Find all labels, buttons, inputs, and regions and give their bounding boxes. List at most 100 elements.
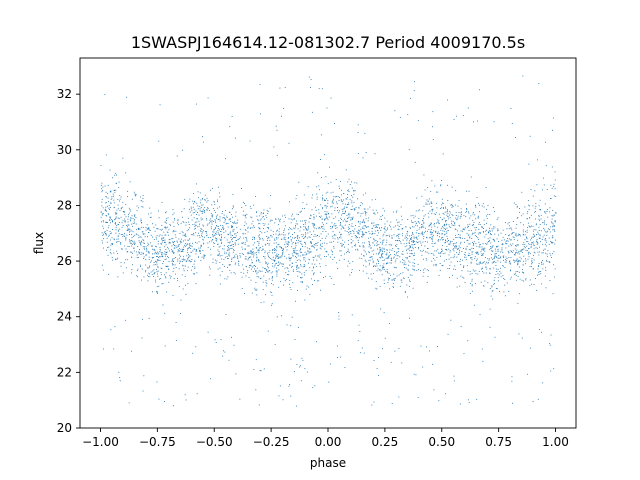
- data-point: [322, 197, 324, 199]
- data-point: [110, 198, 112, 200]
- data-point: [294, 228, 296, 230]
- data-point: [424, 245, 426, 247]
- data-point: [457, 253, 459, 255]
- data-point: [271, 258, 273, 260]
- data-point: [256, 276, 258, 278]
- data-point: [442, 236, 444, 238]
- data-point: [297, 275, 299, 277]
- data-point: [153, 273, 155, 275]
- data-point: [238, 261, 240, 262]
- data-point: [174, 264, 176, 266]
- data-point: [118, 181, 120, 183]
- data-point: [120, 262, 122, 264]
- data-point: [115, 258, 116, 260]
- data-point: [379, 256, 381, 258]
- data-point: [102, 235, 104, 237]
- data-point: [332, 231, 334, 233]
- data-point: [257, 249, 259, 251]
- data-point: [464, 241, 465, 243]
- data-point: [308, 258, 310, 260]
- data-point: [441, 218, 443, 220]
- data-point: [141, 222, 143, 223]
- y-tick-label: 20: [57, 421, 72, 435]
- data-point: [265, 294, 267, 296]
- data-point: [320, 248, 322, 250]
- data-point: [267, 211, 269, 212]
- data-point: [515, 227, 517, 229]
- data-point: [219, 196, 221, 198]
- data-point: [502, 236, 504, 238]
- data-point: [524, 234, 526, 236]
- data-point: [432, 253, 434, 255]
- data-point: [244, 215, 246, 217]
- data-point: [133, 250, 135, 252]
- data-point: [300, 243, 302, 245]
- data-point: [543, 177, 545, 179]
- data-point: [413, 265, 415, 267]
- data-point: [298, 213, 300, 215]
- data-point: [393, 226, 395, 228]
- data-point: [454, 245, 456, 247]
- data-point: [485, 234, 487, 236]
- data-point: [431, 126, 433, 128]
- data-point: [101, 188, 103, 190]
- data-point: [169, 239, 171, 241]
- data-point: [268, 237, 270, 239]
- data-point: [500, 261, 502, 263]
- data-point: [258, 234, 260, 236]
- data-point: [538, 83, 540, 84]
- data-point: [553, 229, 555, 231]
- data-point: [398, 228, 400, 230]
- data-point: [108, 200, 110, 202]
- data-point: [199, 252, 201, 254]
- data-point: [172, 260, 174, 262]
- data-point: [489, 268, 491, 270]
- data-point: [295, 253, 297, 255]
- data-point: [314, 255, 316, 257]
- data-point: [377, 263, 379, 264]
- data-point: [140, 244, 142, 246]
- data-point: [331, 251, 333, 253]
- data-point: [161, 253, 162, 255]
- data-point: [155, 269, 157, 271]
- data-point: [296, 268, 298, 270]
- data-point: [345, 169, 347, 171]
- data-point: [201, 235, 203, 237]
- data-point: [194, 211, 196, 213]
- data-point: [188, 238, 190, 240]
- data-point: [418, 248, 420, 250]
- data-point: [443, 208, 445, 209]
- data-point: [456, 237, 458, 238]
- data-point: [400, 224, 402, 226]
- data-point: [227, 226, 229, 228]
- data-point: [200, 211, 202, 212]
- data-point: [101, 240, 103, 242]
- data-point: [106, 230, 108, 231]
- data-point: [128, 402, 130, 404]
- data-point: [238, 264, 240, 266]
- data-point: [227, 258, 229, 259]
- data-point: [393, 251, 395, 252]
- data-point: [324, 218, 326, 220]
- data-point: [320, 289, 321, 291]
- data-point: [300, 264, 302, 266]
- data-point: [456, 248, 458, 250]
- data-point: [515, 279, 517, 281]
- data-point: [228, 359, 230, 361]
- data-point: [487, 258, 489, 260]
- data-point: [425, 204, 427, 205]
- data-point: [539, 209, 541, 210]
- data-point: [476, 253, 477, 255]
- data-point: [275, 255, 277, 256]
- data-point: [465, 211, 467, 213]
- data-point: [178, 238, 180, 240]
- data-point: [514, 248, 516, 250]
- data-point: [199, 192, 201, 194]
- data-point: [538, 272, 540, 273]
- data-point: [415, 222, 417, 224]
- data-point: [207, 97, 209, 99]
- data-point: [419, 226, 421, 228]
- data-point: [413, 240, 414, 242]
- data-point: [106, 241, 108, 243]
- data-point: [279, 234, 281, 236]
